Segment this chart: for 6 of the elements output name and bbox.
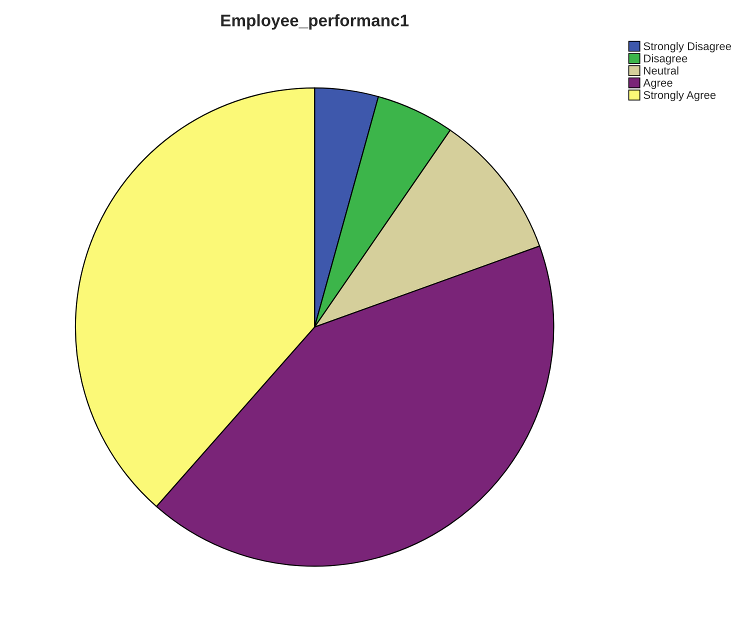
legend-label: Disagree [644,54,688,65]
legend-label: Neutral [644,66,678,75]
legend-label: Strongly Disagree [644,42,732,52]
legend-label: Strongly Agree [644,90,716,102]
chart-title: Employee_performanc1 [221,14,409,30]
legend-label: Agree [643,79,672,89]
